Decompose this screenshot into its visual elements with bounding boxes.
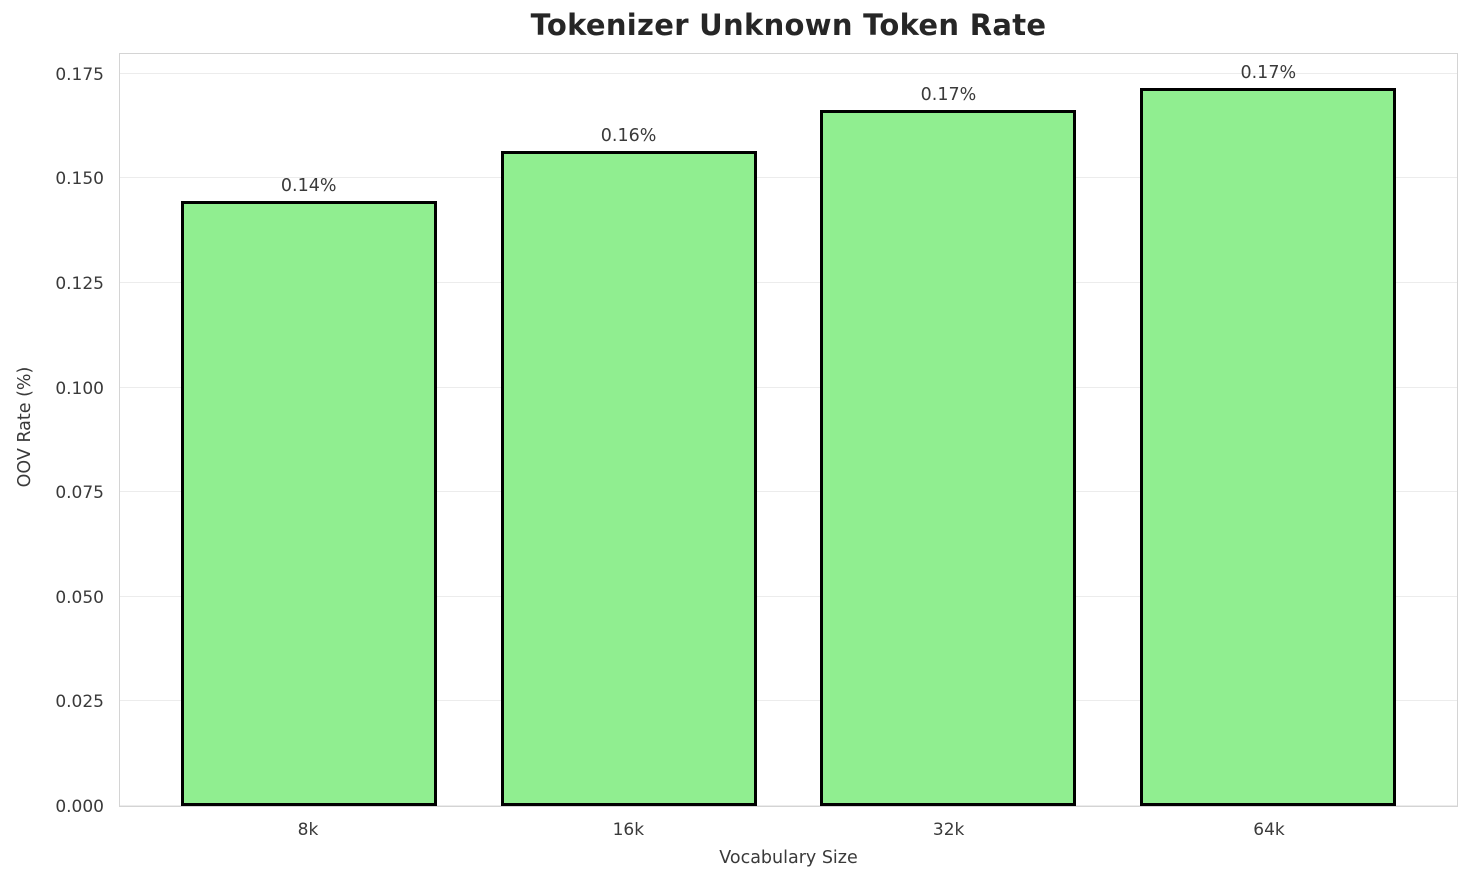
- gridline: [120, 177, 1457, 179]
- x-tick-label-64k: 64k: [1253, 820, 1285, 840]
- y-tick-label: 0.150: [55, 169, 104, 190]
- y-tick-label: 0.100: [55, 378, 104, 399]
- gridline: [120, 386, 1457, 388]
- bar-value-label: 0.17%: [1240, 63, 1297, 83]
- y-tick-label: 0.000: [55, 797, 104, 817]
- gridline: [120, 281, 1457, 283]
- plot-area: 0.14% 0.16% 0.17% 0.17%: [119, 53, 1458, 807]
- x-tick-label-16k: 16k: [612, 820, 645, 840]
- y-tick-label: 0.175: [55, 64, 104, 85]
- y-tick-label: 0.050: [55, 587, 104, 608]
- gridline: [120, 805, 1457, 806]
- bar-8k: [180, 201, 437, 806]
- gridline: [120, 491, 1457, 493]
- gridline: [120, 595, 1457, 597]
- bar-64k: [1140, 88, 1397, 806]
- y-tick-label: 0.125: [55, 273, 104, 294]
- bar-16k: [500, 151, 757, 806]
- bar-value-label: 0.14%: [280, 176, 337, 197]
- x-tick-label-32k: 32k: [932, 820, 965, 840]
- x-tick-label-8k: 8k: [297, 820, 319, 840]
- y-tick-label: 0.025: [55, 692, 104, 713]
- gridline: [120, 700, 1457, 702]
- bar-32k: [820, 110, 1077, 806]
- chart-title: Tokenizer Unknown Token Rate: [530, 8, 1047, 42]
- y-tick-label: 0.075: [55, 483, 104, 504]
- x-axis-label: Vocabulary Size: [719, 848, 858, 868]
- bar-value-label: 0.16%: [600, 126, 657, 147]
- gridline: [120, 72, 1457, 74]
- bar-value-label: 0.17%: [920, 85, 977, 106]
